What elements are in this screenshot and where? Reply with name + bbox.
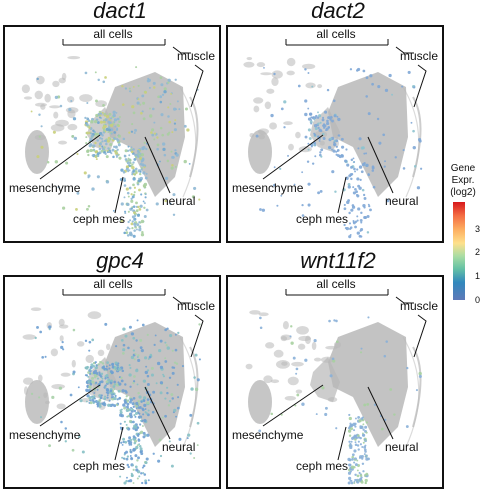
label-muscle: muscle [177,49,215,63]
legend-title-line1: Gene [451,163,476,174]
label-all-cells: all cells [316,277,355,291]
panel-title-dact1: dact1 [93,0,147,23]
legend-tick-2: 2 [475,247,480,257]
label-all-cells: all cells [316,27,355,41]
label-mesenchyme: mesenchyme [232,181,304,195]
label-neural: neural [385,440,418,454]
legend-title-line3: (log2) [450,187,476,198]
label-ceph-mes: ceph mes [296,212,348,226]
expression-dots [258,316,422,485]
umap-plot: all cells muscle mesenchyme neural ceph mes [232,277,438,485]
umap-panel-dact2: all cells muscle mesenchyme neural ceph mes [226,25,444,243]
label-mesenchyme: mesenchyme [9,181,81,195]
label-all-cells: all cells [93,27,132,41]
label-mesenchyme: mesenchyme [9,428,81,442]
label-neural: neural [162,440,195,454]
umap-panel-wnt11f2: all cells muscle mesenchyme neural ceph mes [226,275,444,489]
umap-panel-gpc4: all cells muscle mesenchyme neural ceph mes [3,275,221,489]
legend-title-line2: Expr. [452,175,475,186]
panel-title-gpc4: gpc4 [96,248,144,273]
umap-plot: all cells muscle mesenchyme neural ceph mes [9,27,215,238]
label-ceph-mes: ceph mes [296,459,348,473]
label-muscle: muscle [400,49,438,63]
label-neural: neural [385,194,418,208]
label-muscle: muscle [400,299,438,313]
legend-svg: Gene Expr. (log2) 3 2 1 0 [450,163,480,305]
legend-tick-0: 0 [475,295,480,305]
expression-dots [255,66,423,239]
panel-title-dact2: dact2 [311,0,365,23]
cell-cloud-gray [243,56,422,198]
panel-title-wnt11f2: wnt11f2 [300,248,376,273]
label-neural: neural [162,194,195,208]
label-ceph-mes: ceph mes [73,212,125,226]
label-all-cells: all cells [93,277,132,291]
expression-legend: Gene Expr. (log2) 3 2 1 0 [445,160,500,310]
umap-panel-dact1: all cells muscle mesenchyme neural ceph mes [3,25,221,243]
legend-gradient-bar [453,202,465,300]
label-mesenchyme: mesenchyme [232,428,304,442]
legend-tick-1: 1 [475,271,480,281]
label-muscle: muscle [177,299,215,313]
umap-plot: all cells muscle mesenchyme neural ceph mes [232,27,438,239]
cell-cloud-gray [245,310,422,448]
label-ceph-mes: ceph mes [73,459,125,473]
expression-dots [30,66,201,238]
legend-tick-3: 3 [475,224,480,234]
umap-plot: all cells muscle mesenchyme neural ceph mes [9,277,215,485]
